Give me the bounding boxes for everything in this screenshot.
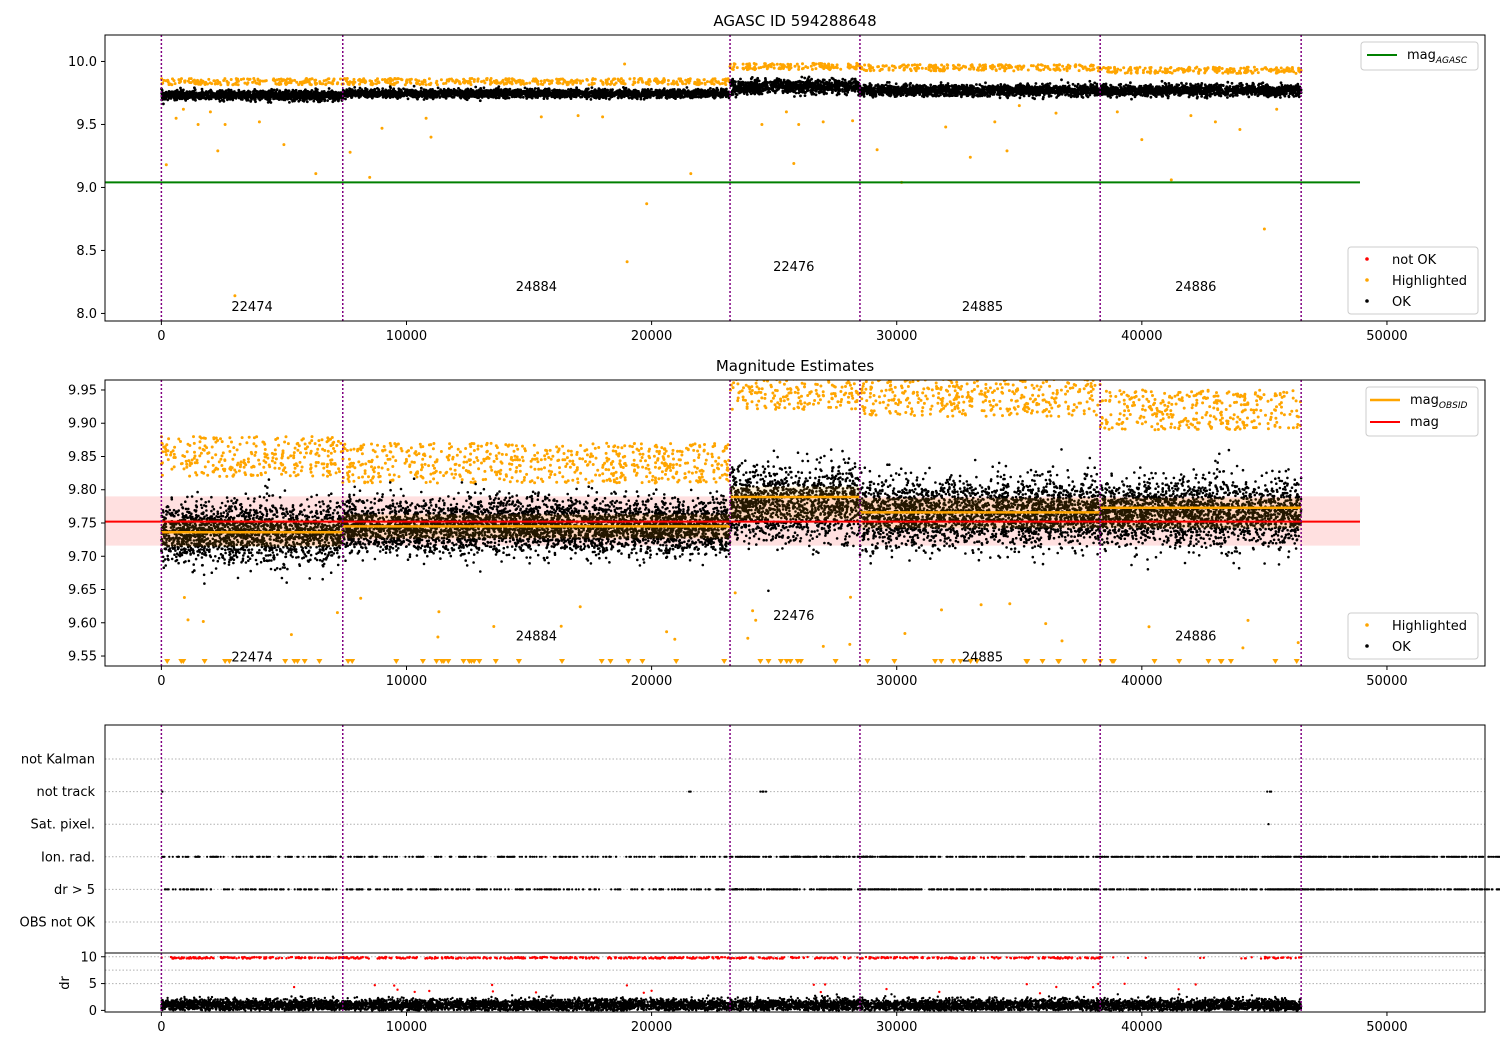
x-tick-label: 20000 — [631, 329, 672, 344]
flag-points-4 — [163, 888, 1500, 891]
obsid-label: 22476 — [773, 260, 814, 275]
x-tick-label: 30000 — [876, 1020, 917, 1035]
panel-dr-plot: 0 10000 20000 30000 40000 50000 0 5 10 — [80, 950, 1486, 1035]
y-tick-label: 9.55 — [68, 650, 97, 665]
panel-agasc: AGASC ID 594288648 224742488422476248852… — [68, 12, 1486, 344]
obsid-label: 24884 — [516, 280, 557, 295]
x-tick-label: 40000 — [1121, 1020, 1162, 1035]
flag-points-3 — [161, 855, 1500, 858]
legend-marker-2 — [1365, 299, 1369, 303]
y-tick-label: 9.0 — [76, 181, 97, 196]
legend-box — [1347, 246, 1479, 315]
legend-box — [1360, 41, 1479, 71]
obsid-label: 24885 — [962, 300, 1003, 315]
panel-agasc-plot: 22474 24884 22476 24885 24886 0 10000 20000 3000… — [68, 34, 1486, 344]
flag-row-label: Ion. rad. — [41, 850, 95, 865]
mag-obsid-band — [730, 486, 860, 520]
legend-series-label: Highlighted — [1392, 274, 1467, 289]
x-tick-label: 20000 — [631, 1020, 672, 1035]
y-tick-label: 9.5 — [76, 118, 97, 133]
flag-row-label: not Kalman — [21, 753, 95, 768]
y-tick-label: 9.95 — [68, 383, 97, 398]
legend-series-label: Highlighted — [1392, 619, 1467, 634]
x-tick-label: 50000 — [1366, 1020, 1407, 1035]
panel-mag-estimates-title: Magnitude Estimates — [716, 357, 874, 375]
panel-dr: dr 0 10000 20000 30000 40000 50000 0 5 10 — [58, 950, 1486, 1035]
flag-row-label: Sat. pixel. — [31, 818, 95, 833]
x-tick-label: 0 — [157, 1020, 165, 1035]
axes-frame — [104, 952, 1486, 1013]
obsid-label: 24884 — [516, 630, 557, 645]
lower-limit-markers — [164, 659, 1300, 664]
y-tick-label: 9.90 — [68, 417, 97, 432]
legend-series-label: not OK — [1392, 253, 1437, 268]
legend-marker-0 — [1365, 257, 1369, 261]
legend-marker-highlighted — [1365, 623, 1369, 627]
obsid-label: 24886 — [1175, 630, 1216, 645]
x-tick-label: 20000 — [631, 674, 672, 689]
legend-mag-label: mag — [1410, 415, 1439, 430]
axes-frame — [104, 34, 1486, 322]
panel-flags: not Kalman not track Sat. pixel. Ion. rad. d… — [20, 724, 1500, 954]
obsid-label: 22474 — [231, 300, 272, 315]
flag-row-label: dr > 5 — [54, 883, 95, 898]
y-tick-label: 10.0 — [68, 55, 97, 70]
x-tick-label: 50000 — [1366, 329, 1407, 344]
legend-mag-obsid-label: magOBSID — [1410, 393, 1468, 411]
x-tick-label: 50000 — [1366, 674, 1407, 689]
obsid-label: 22476 — [773, 609, 814, 624]
dr-ok-points — [160, 993, 1303, 1012]
x-tick-label: 30000 — [876, 674, 917, 689]
legend-series-label: OK — [1392, 295, 1411, 310]
flag-points-2 — [1267, 823, 1270, 826]
y-tick-label: 5 — [89, 977, 97, 992]
mag-obsid-band — [1100, 498, 1302, 528]
x-tick-label: 40000 — [1121, 329, 1162, 344]
legend-marker-1 — [1365, 278, 1369, 282]
panel-dr-ylabel: dr — [58, 976, 73, 990]
obsid-label: 22474 — [231, 650, 272, 665]
y-tick-label: 8.0 — [76, 307, 97, 322]
x-tick-label: 0 — [157, 674, 165, 689]
panel-mag-estimates-plot: 22474 24884 22476 24885 24886 0 10000 20000 3000… — [68, 379, 1486, 689]
y-tick-label: 9.75 — [68, 517, 97, 532]
x-tick-label: 10000 — [386, 1020, 427, 1035]
y-tick-label: 9.65 — [68, 583, 97, 598]
y-tick-label: 8.5 — [76, 244, 97, 259]
legend-series-label: OK — [1392, 640, 1411, 655]
flag-row-label: OBS not OK — [20, 916, 96, 931]
y-tick-label: 9.70 — [68, 550, 97, 565]
panel-mag-estimates: Magnitude Estimates 22474 24884 22476 24885… — [68, 357, 1486, 689]
legend-mag-agasc-label: magAGASC — [1407, 48, 1468, 66]
legend-box — [1347, 612, 1479, 660]
legend-marker-ok — [1365, 644, 1369, 648]
obsid-label: 24885 — [962, 650, 1003, 665]
x-tick-label: 10000 — [386, 329, 427, 344]
series-ok-points — [160, 448, 1303, 593]
panel-agasc-title: AGASC ID 594288648 — [713, 12, 876, 30]
x-tick-label: 10000 — [386, 674, 427, 689]
x-tick-label: 40000 — [1121, 674, 1162, 689]
x-tick-label: 0 — [157, 329, 165, 344]
series-ok-points — [160, 75, 1303, 106]
y-tick-label: 0 — [89, 1004, 97, 1019]
x-tick-label: 30000 — [876, 329, 917, 344]
y-tick-label: 9.60 — [68, 616, 97, 631]
obsid-label: 24886 — [1175, 280, 1216, 295]
flag-row-label: not track — [36, 785, 95, 800]
y-tick-label: 9.85 — [68, 450, 97, 465]
y-tick-label: 9.80 — [68, 483, 97, 498]
y-tick-label: 10 — [80, 950, 97, 965]
